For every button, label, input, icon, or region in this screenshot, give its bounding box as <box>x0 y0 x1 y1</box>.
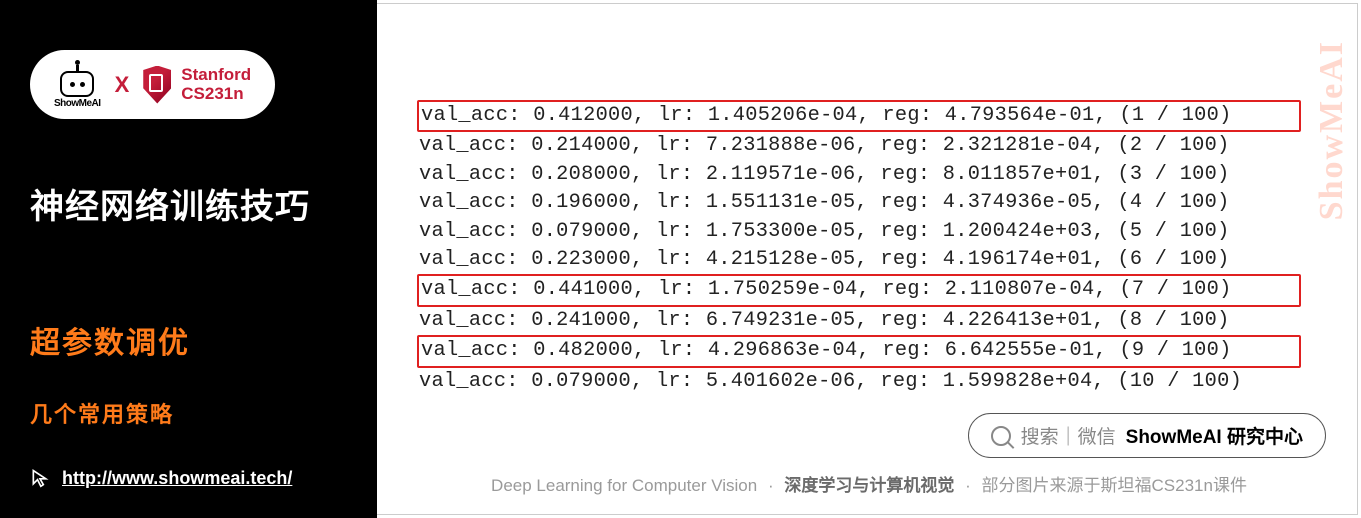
footer-part2: 深度学习与计算机视觉 <box>784 476 954 495</box>
showmeai-logo-text: ShowMeAI <box>54 99 101 109</box>
footer-dot-2: · <box>965 476 971 495</box>
main-panel: ShowMeAI val_acc: 0.412000, lr: 1.405206… <box>377 0 1361 518</box>
footer-part3: 部分图片来源于斯坦福CS231n课件 <box>982 476 1247 495</box>
console-line-2: val_acc: 0.214000, lr: 7.231888e-06, reg… <box>417 132 1301 160</box>
sidebar: ShowMeAI X Stanford CS231n 神经网络训练技巧 超参数调… <box>0 0 377 518</box>
sidebar-footer: http://www.showmeai.tech/ <box>30 466 292 490</box>
console-line-5: val_acc: 0.079000, lr: 1.753300e-05, reg… <box>417 218 1301 246</box>
watermark-text: ShowMeAI <box>1313 40 1351 220</box>
stanford-line1: Stanford <box>181 66 251 85</box>
slide-subtitle-1: 超参数调优 <box>30 318 347 362</box>
stanford-line2: CS231n <box>181 85 251 104</box>
slide-subtitle-2: 几个常用策略 <box>30 397 347 429</box>
stanford-text: Stanford CS231n <box>181 66 251 103</box>
console-output: val_acc: 0.412000, lr: 1.405206e-04, reg… <box>417 100 1301 396</box>
showmeai-logo: ShowMeAI <box>54 60 101 109</box>
console-line-9: val_acc: 0.482000, lr: 4.296863e-04, reg… <box>417 335 1301 367</box>
console-line-6: val_acc: 0.223000, lr: 4.215128e-05, reg… <box>417 246 1301 274</box>
logo-pill: ShowMeAI X Stanford CS231n <box>30 50 275 119</box>
slide-title: 神经网络训练技巧 <box>30 179 347 228</box>
search-icon <box>991 426 1011 446</box>
footer-part1: Deep Learning for Computer Vision <box>491 476 757 495</box>
search-pill[interactable]: 搜索｜微信 ShowMeAI 研究中心 <box>968 413 1326 458</box>
stanford-shield-icon <box>143 66 171 104</box>
console-line-8: val_acc: 0.241000, lr: 6.749231e-05, reg… <box>417 307 1301 335</box>
footer-dot-1: · <box>768 476 774 495</box>
console-line-3: val_acc: 0.208000, lr: 2.119571e-06, reg… <box>417 161 1301 189</box>
console-line-7: val_acc: 0.441000, lr: 1.750259e-04, reg… <box>417 274 1301 306</box>
console-line-10: val_acc: 0.079000, lr: 5.401602e-06, reg… <box>417 368 1301 396</box>
cursor-icon <box>30 466 50 490</box>
search-hint-bold: ShowMeAI 研究中心 <box>1126 422 1303 449</box>
logo-x: X <box>115 72 130 98</box>
console-line-4: val_acc: 0.196000, lr: 1.551131e-05, reg… <box>417 189 1301 217</box>
console-line-1: val_acc: 0.412000, lr: 1.405206e-04, reg… <box>417 100 1301 132</box>
footer-line: Deep Learning for Computer Vision · 深度学习… <box>377 471 1361 496</box>
search-hint-gray: 搜索｜微信 <box>1021 422 1116 449</box>
site-url[interactable]: http://www.showmeai.tech/ <box>62 468 292 489</box>
